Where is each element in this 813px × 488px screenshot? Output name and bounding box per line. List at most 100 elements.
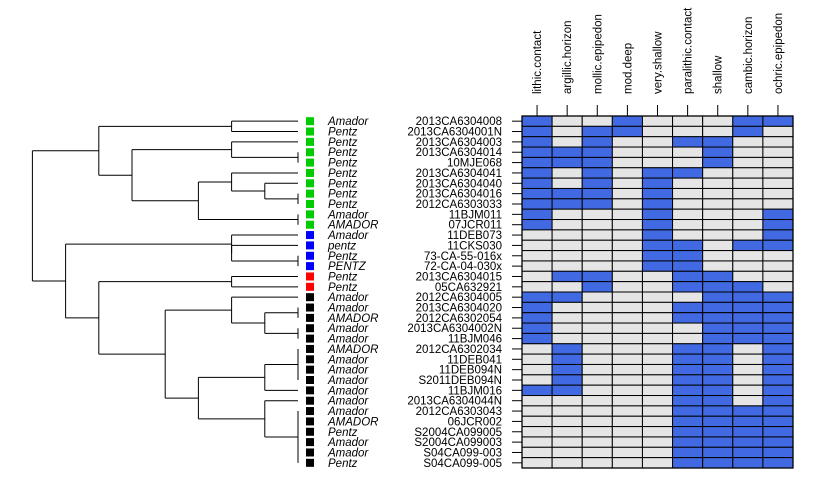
cluster-marker (306, 386, 314, 395)
heatmap-cell (551, 312, 583, 324)
row-label: 2013CA6304008 (416, 116, 502, 128)
heatmap-cell (672, 146, 704, 158)
row-label: 2013CA6304001N (407, 127, 502, 139)
group-label: Pentz (328, 282, 358, 294)
heatmap-cell (641, 136, 674, 148)
heatmap-cell (641, 332, 674, 345)
heatmap-cell (762, 426, 794, 438)
heatmap-cell (521, 374, 553, 386)
heatmap-cell (641, 384, 674, 397)
group-label: Pentz (328, 178, 358, 190)
column-label: shallow (713, 55, 725, 94)
heatmap-cell (551, 239, 583, 252)
heatmap-cell (762, 187, 794, 200)
heatmap-cell (702, 156, 734, 169)
heatmap-cell (581, 146, 613, 158)
group-label: Amador (327, 447, 369, 459)
heatmap-cell (611, 239, 643, 252)
heatmap-cell (641, 363, 674, 376)
heatmap-cell (732, 146, 764, 158)
heatmap-cell (521, 250, 553, 262)
heatmap-cell (581, 167, 613, 179)
heatmap-cell (581, 115, 613, 127)
heatmap-cell (702, 395, 734, 407)
heatmap-cell (702, 332, 734, 345)
heatmap-cell (762, 167, 794, 179)
group-label: PENTZ (328, 261, 367, 273)
heatmap-cell (672, 115, 704, 127)
row-label: 2013CA6304003 (416, 137, 502, 149)
heatmap-cell (702, 426, 734, 438)
heatmap-cell (551, 384, 583, 397)
heatmap-cell (732, 332, 764, 345)
heatmap-cell (732, 229, 764, 241)
heatmap-cell (702, 353, 734, 365)
heatmap-cell (611, 136, 643, 148)
heatmap-cell (551, 229, 583, 241)
cluster-marker (306, 303, 314, 312)
heatmap-cell (521, 446, 553, 459)
cluster-marker (306, 117, 314, 126)
heatmap-cell (762, 125, 794, 138)
heatmap-cell (611, 208, 643, 221)
heatmap-cell (611, 301, 643, 314)
heatmap-cell (672, 322, 704, 334)
heatmap-cell (581, 415, 613, 428)
group-label: Pentz (328, 158, 358, 170)
heatmap-cell (551, 291, 583, 303)
heatmap-cell (641, 426, 674, 438)
row-labels: 2013CA6304008 Amador 2013CA6304001N Pentz 20… (327, 116, 503, 470)
heatmap-cell (611, 436, 643, 448)
cluster-marker (306, 241, 314, 250)
heatmap-cell (702, 177, 734, 189)
heatmap-cell (702, 260, 734, 272)
heatmap-cell (611, 146, 643, 158)
cluster-marker (306, 396, 314, 405)
row-label: 2013CA6304044N (407, 396, 502, 408)
group-label: AMADOR (327, 344, 378, 356)
column-label: cambic.horizon (743, 17, 755, 94)
heatmap-cell (762, 229, 794, 241)
heatmap-cell (641, 187, 674, 200)
heatmap-cell (581, 187, 613, 200)
heatmap-cell (521, 208, 553, 221)
row-label: 72-CA-04-030x (424, 261, 502, 273)
heatmap-cell (581, 229, 613, 241)
heatmap-cell (521, 239, 553, 252)
heatmap-cell (581, 136, 613, 148)
cluster-marker (306, 438, 314, 447)
group-label: Pentz (328, 127, 358, 139)
heatmap-cell (732, 260, 764, 272)
heatmap-cell (672, 187, 704, 200)
heatmap-cell (641, 291, 674, 303)
heatmap-cell (521, 177, 553, 189)
heatmap-cell (672, 125, 704, 138)
heatmap-cell (611, 115, 643, 127)
heatmap-cell (641, 312, 674, 324)
cluster-marker (306, 231, 314, 240)
group-label: Pentz (328, 137, 358, 149)
heatmap-cell (702, 115, 734, 127)
heatmap-cell (732, 281, 764, 293)
heatmap-cell (581, 395, 613, 407)
heatmap-cell (521, 436, 553, 448)
heatmap-cell (762, 457, 794, 469)
heatmap-cell (611, 384, 643, 397)
heatmap-cell (672, 436, 704, 448)
heatmap-cell (551, 177, 583, 189)
heatmap-cell (732, 405, 764, 417)
heatmap-cell (581, 281, 613, 293)
heatmap-cell (611, 281, 643, 293)
heatmap-cell (702, 322, 734, 334)
heatmap-cell (702, 146, 734, 158)
heatmap-cell (702, 239, 734, 252)
column-label: argillic.horizon (562, 20, 574, 94)
row-label: 2013CA6304020 (416, 303, 502, 315)
heatmap-cell (762, 436, 794, 448)
heatmap-cell (521, 281, 553, 293)
heatmap-cell (551, 167, 583, 179)
group-label: Amador (327, 354, 369, 366)
cluster-marker (306, 417, 314, 426)
heatmap-cell (702, 219, 734, 231)
heatmap-cell (762, 363, 794, 376)
